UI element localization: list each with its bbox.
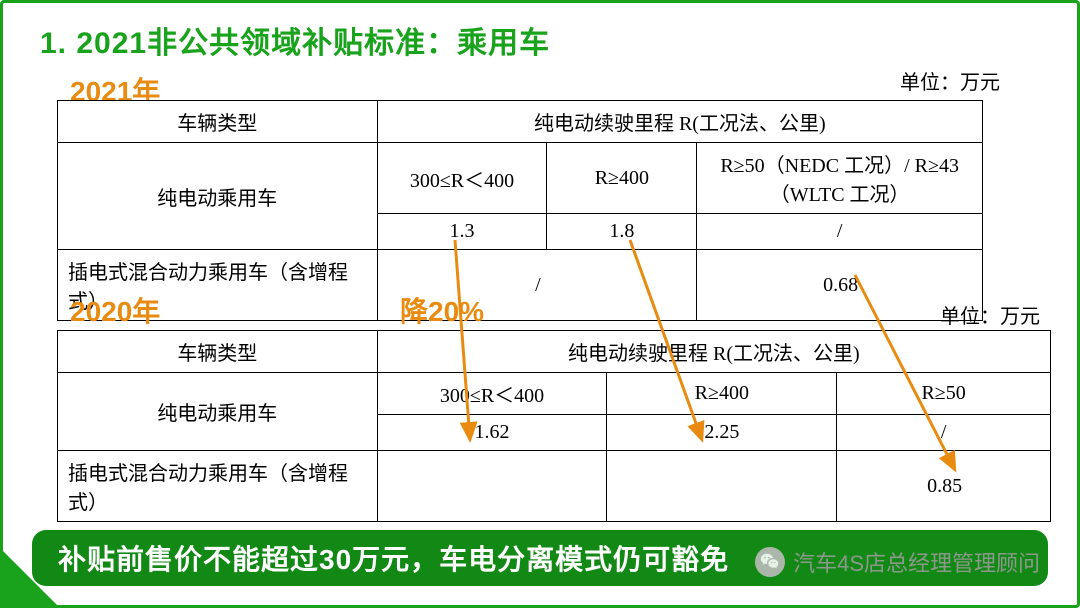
slide-title: 1. 2021非公共领域补贴标准：乘用车 — [40, 18, 550, 62]
t2-val-b: 2.25 — [607, 415, 837, 451]
t2-head-vehicle: 车辆类型 — [58, 331, 378, 373]
t1-col-b: R≥400 — [547, 143, 697, 214]
t2-col-c: R≥50 — [837, 373, 1051, 415]
watermark: 汽车4S店总经理管理顾问 — [755, 546, 1040, 578]
t2-bev-label: 纯电动乘用车 — [58, 373, 378, 451]
wechat-icon — [755, 547, 785, 577]
t1-val-b: 1.8 — [547, 214, 697, 250]
t2-phev-label: 插电式混合动力乘用车（含增程式） — [58, 451, 378, 522]
t2-val-a: 1.62 — [377, 415, 607, 451]
t1-val-a: 1.3 — [377, 214, 547, 250]
banner-text: 补贴前售价不能超过30万元，车电分离模式仍可豁免 — [58, 538, 729, 578]
t2-col-b: R≥400 — [607, 373, 837, 415]
t2-val-c: / — [837, 415, 1051, 451]
unit-label-top: 单位：万元 — [900, 66, 1000, 95]
t1-head-range: 纯电动续驶里程 R(工况法、公里) — [377, 101, 982, 143]
table-2020: 车辆类型 纯电动续驶里程 R(工况法、公里) 纯电动乘用车 300≤R＜400 … — [57, 330, 1051, 522]
watermark-text: 汽车4S店总经理管理顾问 — [793, 546, 1040, 578]
unit-label-bottom: 单位：万元 — [940, 300, 1040, 329]
t1-col-c: R≥50（NEDC 工况）/ R≥43（WLTC 工况） — [697, 143, 983, 214]
t2-phev-c: 0.85 — [837, 451, 1051, 522]
t2-phev-a — [377, 451, 607, 522]
t2-col-a: 300≤R＜400 — [377, 373, 607, 415]
t2-phev-b — [607, 451, 837, 522]
t2-head-range: 纯电动续驶里程 R(工况法、公里) — [377, 331, 1050, 373]
table-2021: 车辆类型 纯电动续驶里程 R(工况法、公里) 纯电动乘用车 300≤R＜400 … — [57, 100, 983, 321]
t1-val-c: / — [697, 214, 983, 250]
label-drop-20: 降20% — [400, 290, 484, 330]
t1-head-vehicle: 车辆类型 — [58, 101, 378, 143]
label-year-2020: 2020年 — [70, 290, 160, 330]
t1-col-a: 300≤R＜400 — [377, 143, 547, 214]
t1-bev-label: 纯电动乘用车 — [58, 143, 378, 250]
